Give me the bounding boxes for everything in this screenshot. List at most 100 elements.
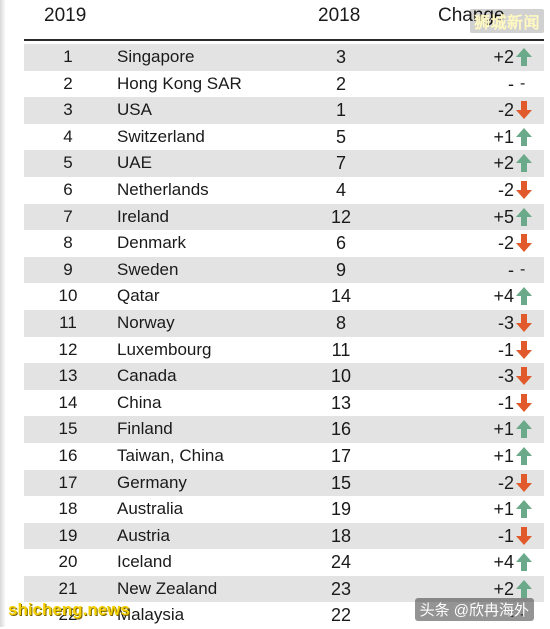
country-name: Canada [117,366,177,386]
country-name: Switzerland [117,126,205,146]
rank-2019: 20 [58,552,78,572]
table-row: 2 Hong Kong SAR 2 - - [24,71,544,98]
no-change-icon: - [520,74,526,92]
arrow-up-icon [516,207,532,226]
country-name: Sweden [117,259,179,279]
rank-2019: 4 [63,126,73,146]
table-row: 15 Finland 16 +1 [24,416,544,443]
rank-change: +4 [493,552,514,573]
table-row: 20 Iceland 24 +4 [24,549,544,576]
country-name: New Zealand [117,578,218,598]
rank-2018: 16 [330,419,352,440]
rank-2018: 9 [335,259,346,280]
rank-2019: 13 [58,366,78,386]
rank-change: +1 [493,499,514,520]
table-row: 10 Qatar 14 +4 [24,283,544,310]
table-row: 13 Canada 10 -3 [24,363,544,390]
trend-indicator [512,310,536,337]
trend-indicator [512,230,536,257]
rank-2019: 14 [58,392,78,412]
header-divider [24,39,544,41]
rank-change: -2 [497,179,514,200]
rank-2019: 18 [58,499,78,519]
country-name: Norway [117,312,175,332]
rank-2018: 5 [335,126,346,147]
rank-2018: 13 [330,392,352,413]
rank-2018: 18 [330,525,352,546]
country-name: Ireland [117,206,169,226]
trend-indicator [512,496,536,523]
header-change: Change [438,5,505,26]
arrow-up-icon [516,553,532,572]
rank-2019: 3 [63,100,73,120]
ranking-table: 1 Singapore 3 +2 2 Hong Kong SAR 2- -3 USA 1 -2 4 Sw… [24,44,544,629]
country-name: Denmark [117,233,186,253]
rank-change: -2 [497,233,514,254]
country-name: UAE [117,153,152,173]
arrow-down-icon [516,234,532,253]
rank-2019: 8 [63,233,73,253]
rank-2018: 22 [330,605,352,626]
rank-change: +2 [493,153,514,174]
arrow-down-icon [516,101,532,120]
rank-2019: 7 [63,206,73,226]
table-header: 2019 2018 Change [0,0,550,40]
rank-2018: 2 [335,73,346,94]
rank-2018: 23 [330,578,352,599]
table-row: 6 Netherlands 4 -2 [24,177,544,204]
rank-change: +2 [493,578,514,599]
rank-2018: 6 [335,233,346,254]
trend-indicator [512,470,536,497]
rank-change: -2 [497,100,514,121]
trend-indicator [512,124,536,151]
arrow-up-icon [516,420,532,439]
arrow-down-icon [516,473,532,492]
rank-change: -1 [497,339,514,360]
rank-change: - [508,259,514,280]
rank-change: +2 [493,47,514,67]
arrow-up-icon [516,500,532,519]
country-name: Taiwan, China [117,445,224,465]
table-row: 1 Singapore 3 +2 [24,44,544,71]
rank-2018: 17 [330,445,352,466]
rank-change: -2 [497,472,514,493]
country-name: Hong Kong SAR [117,73,242,93]
arrow-up-icon [516,446,532,465]
rank-2018: 4 [335,179,346,200]
country-name: China [117,392,162,412]
rank-change: -1 [497,392,514,413]
country-name: Australia [117,499,184,519]
trend-indicator [512,177,536,204]
rank-2019: 19 [58,525,78,545]
table-row: 7 Ireland 12 +5 [24,203,544,231]
arrow-down-icon [516,340,532,359]
arrow-down-icon [516,313,532,332]
rank-2019: 5 [63,153,73,173]
rank-2018: 24 [330,552,352,573]
table-row: 4 Switzerland 5 +1 [24,124,544,151]
rank-change: -3 [497,312,514,333]
rank-change: +5 [493,206,514,227]
table-row: 9 Sweden 9 - - [24,256,544,284]
trend-indicator [512,150,536,177]
header-2018: 2018 [318,5,361,26]
left-page-edge [0,0,6,627]
table-row: 11 Norway 8 -3 [24,309,544,337]
rank-2019: 21 [58,578,78,598]
trend-indicator [512,97,536,124]
rank-change: +4 [493,286,514,307]
rank-2018: 3 [335,47,346,67]
arrow-down-icon [516,393,532,412]
arrow-down-icon [516,367,532,386]
table-row: 18 Australia 19 +1 [24,496,544,523]
rank-2018: 7 [335,153,346,174]
country-name: Malaysia [117,605,185,625]
rank-2019: 9 [63,259,73,279]
table-row: 12 Luxembourg 11 -1 [24,337,544,364]
arrow-down-icon [516,526,532,545]
watermark-top-right: 狮城新闻 [469,9,544,33]
table-row: 8 Denmark 6 -2 [24,230,544,257]
rank-2018: 10 [330,366,352,387]
rank-2018: 12 [330,206,352,227]
rank-change: +1 [493,419,514,440]
